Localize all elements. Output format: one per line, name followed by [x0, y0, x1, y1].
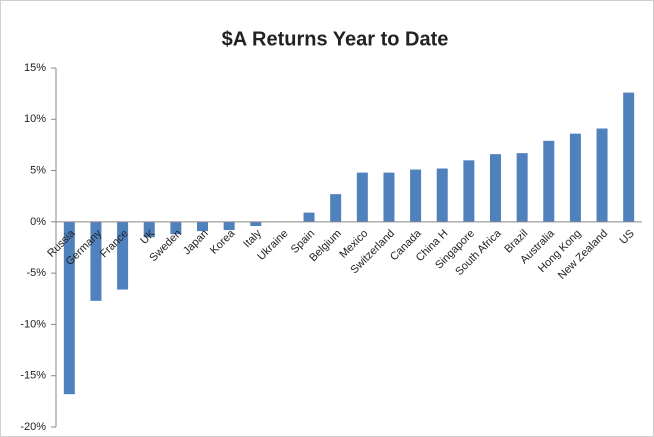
y-tick-label: 15% [24, 62, 46, 74]
bar [569, 133, 581, 222]
bar [250, 221, 262, 226]
bar [63, 221, 75, 395]
bar [516, 153, 528, 222]
bar [356, 172, 368, 222]
bar [223, 221, 235, 231]
bar [330, 194, 342, 222]
bar [143, 221, 155, 238]
y-tick-label: -20% [20, 421, 46, 433]
bar [117, 221, 129, 290]
bar [436, 168, 448, 222]
bar [410, 169, 422, 222]
bar [90, 221, 102, 301]
bar [170, 221, 182, 235]
y-tick-label: 0% [30, 216, 46, 228]
bar [463, 160, 475, 222]
bar [383, 172, 395, 222]
y-tick-label: -5% [26, 267, 46, 279]
chart-title: $A Returns Year to Date [222, 28, 449, 50]
y-tick-label: -10% [20, 318, 46, 330]
bar [543, 140, 555, 222]
y-tick-label: 10% [24, 113, 46, 125]
bar [490, 154, 501, 222]
bar [623, 92, 635, 222]
y-tick-label: 5% [30, 164, 46, 176]
y-tick-label: -15% [20, 370, 46, 382]
bar [197, 221, 208, 232]
bar [303, 212, 315, 222]
bar [596, 128, 608, 222]
